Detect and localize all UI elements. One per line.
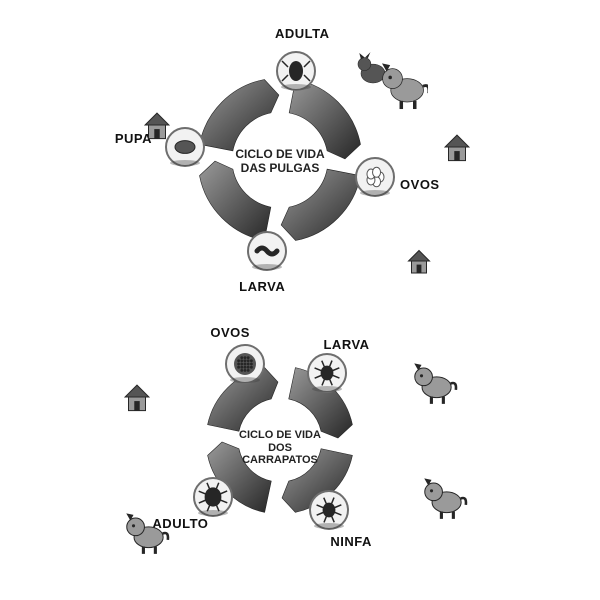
decor-ticks-house-3 <box>120 380 154 414</box>
decor-fleas-cat-dog-0 <box>350 40 428 118</box>
stage-ticks-larva-label: LARVA <box>312 337 382 352</box>
stage-fleas-adulta-label: ADULTA <box>267 26 337 41</box>
decor-ticks-dog-2 <box>120 505 172 557</box>
decor-fleas-house-1 <box>440 130 474 164</box>
stage-ticks-ovos-label: OVOS <box>195 325 265 340</box>
lifecycle-diagram: CICLO DE VIDADAS PULGAS ADULTA OVOS LARV… <box>0 0 600 600</box>
stage-fleas-larva-label: LARVA <box>227 279 297 294</box>
stage-fleas-ovos-label: OVOS <box>385 177 455 192</box>
stage-ticks-larva-icon <box>307 353 347 393</box>
decor-ticks-dog-1 <box>418 470 470 522</box>
stage-ticks-ninfa-label: NINFA <box>316 534 386 549</box>
decor-fleas-house-2 <box>140 108 174 142</box>
stage-ticks-ovos-icon <box>225 344 265 384</box>
decor-fleas-house-3 <box>404 246 434 276</box>
stage-ticks-ninfa-icon <box>309 490 349 530</box>
decor-ticks-dog-0 <box>408 355 460 407</box>
stage-fleas-adulta-icon <box>276 51 316 91</box>
cycle-title-fleas: CICLO DE VIDADAS PULGAS <box>232 148 328 176</box>
stage-fleas-larva-icon <box>247 231 287 271</box>
stage-ticks-adulto-icon <box>193 477 233 517</box>
cycle-title-ticks: CICLO DE VIDA DOSCARRAPATOS <box>238 429 322 467</box>
